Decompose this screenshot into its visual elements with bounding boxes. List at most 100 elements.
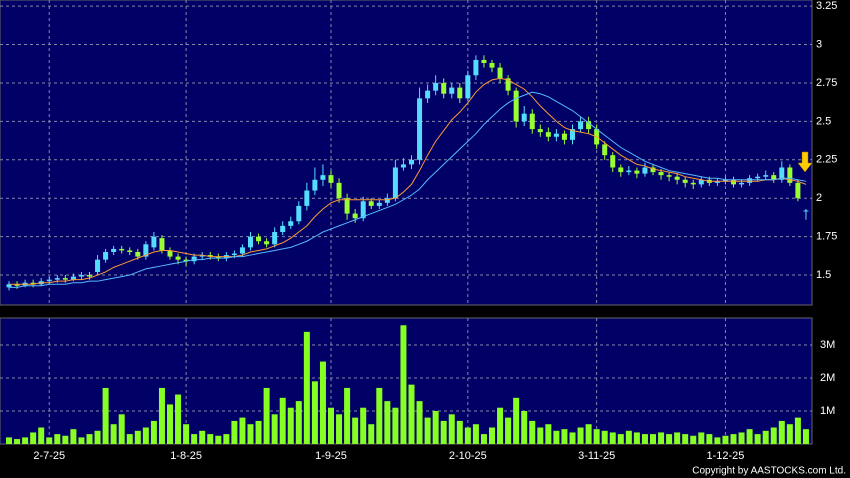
- candle-body: [151, 236, 157, 248]
- volume-bar: [311, 381, 318, 444]
- candle-body: [14, 284, 20, 286]
- candle-body: [561, 133, 567, 140]
- volume-bar: [706, 434, 713, 444]
- candle-body: [658, 172, 664, 176]
- volume-bar: [344, 387, 351, 444]
- volume-bar: [714, 437, 721, 444]
- candle-body: [296, 205, 302, 222]
- candle-body: [95, 259, 101, 272]
- volume-bar: [319, 361, 326, 444]
- volume-bar: [30, 432, 37, 444]
- volume-bar: [175, 394, 182, 444]
- price-panel: [0, 0, 813, 306]
- candle-body: [763, 175, 769, 177]
- volume-bar: [134, 430, 141, 444]
- volume-bar: [569, 432, 576, 444]
- arrow-marker: [797, 151, 813, 173]
- volume-bar: [142, 427, 149, 444]
- candle-body: [489, 62, 495, 68]
- volume-bar: [617, 434, 624, 444]
- volume-bar: [424, 417, 431, 444]
- average-line: [9, 77, 807, 285]
- volume-bar: [545, 424, 552, 444]
- candle-body: [264, 241, 270, 245]
- candle-body: [650, 167, 656, 173]
- volume-bar: [456, 420, 463, 444]
- volume-tick-label: 2M: [820, 372, 835, 384]
- candle-body: [54, 278, 60, 280]
- copyright: Copyright by AASTOCKS.com Ltd.: [692, 466, 846, 477]
- volume-bar: [126, 434, 133, 444]
- candle-body: [529, 113, 535, 130]
- candle-body: [280, 225, 286, 233]
- volume-bar: [738, 432, 745, 444]
- volume-bar: [38, 427, 45, 444]
- volume-bar: [497, 407, 504, 444]
- volume-bar: [271, 414, 278, 444]
- candle-body: [771, 175, 777, 180]
- volume-bar: [118, 414, 125, 444]
- volume-bar: [384, 401, 391, 444]
- candle-body: [722, 179, 728, 182]
- volume-bar: [553, 430, 560, 444]
- volume-bar: [440, 420, 447, 444]
- candle-body: [143, 244, 149, 257]
- volume-tick-label: 1M: [820, 405, 835, 417]
- candle-body: [288, 221, 294, 226]
- volume-bar: [802, 429, 809, 444]
- average-line: [9, 91, 807, 288]
- volume-bar: [666, 434, 673, 444]
- candle-body: [344, 198, 350, 214]
- volume-bar: [722, 435, 729, 444]
- volume-bar: [746, 429, 753, 444]
- volume-bar: [287, 407, 294, 444]
- x-tick-label: 3-11-25: [578, 450, 615, 462]
- y-tick-label: 2.5: [816, 115, 831, 127]
- volume-bar: [376, 387, 383, 444]
- candle-body: [537, 129, 543, 133]
- volume-bar: [368, 424, 375, 444]
- volume-bar: [14, 439, 21, 444]
- candle-body: [191, 256, 197, 262]
- volume-bar: [770, 427, 777, 444]
- volume-bar: [464, 427, 471, 444]
- volume-bar: [255, 420, 262, 444]
- candle-body: [6, 284, 12, 288]
- volume-bar: [263, 387, 270, 444]
- volume-bar: [303, 331, 310, 444]
- volume-bar: [577, 427, 584, 444]
- volume-bar: [480, 434, 487, 444]
- volume-bar: [400, 325, 407, 444]
- candle-body: [360, 201, 366, 219]
- candle-body: [175, 256, 181, 260]
- volume-bar: [102, 387, 109, 444]
- candle-body: [521, 113, 527, 122]
- volume-bar: [698, 432, 705, 444]
- candle-body: [610, 155, 616, 168]
- candle-body: [417, 98, 423, 160]
- volume-bar: [650, 434, 656, 444]
- candle-body: [167, 250, 173, 257]
- candle-body: [199, 255, 205, 257]
- candle-body: [103, 251, 109, 260]
- candle-body: [433, 82, 439, 91]
- volume-bar: [223, 434, 230, 444]
- volume-bar: [392, 407, 399, 444]
- candle-body: [545, 132, 551, 137]
- y-tick-label: 3: [816, 38, 822, 50]
- candle-body: [376, 202, 382, 206]
- candle-body: [248, 236, 253, 248]
- candle-body: [111, 248, 117, 252]
- candle-body: [239, 247, 245, 254]
- candle-body: [70, 276, 76, 280]
- volume-bar: [416, 401, 423, 444]
- y-tick-label: 1.75: [816, 231, 837, 243]
- candle-body: [682, 179, 688, 183]
- candle-body: [352, 213, 358, 219]
- candle-body: [119, 248, 125, 251]
- y-tick-label: 2: [816, 192, 822, 204]
- volume-bar: [239, 417, 246, 444]
- candle-body: [457, 87, 463, 99]
- volume-bar: [585, 424, 592, 444]
